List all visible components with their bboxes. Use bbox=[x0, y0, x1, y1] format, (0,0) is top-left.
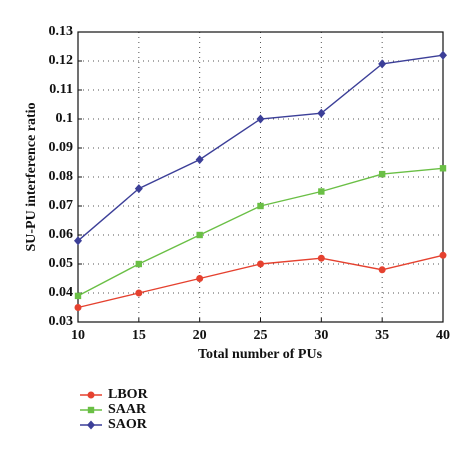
data-point bbox=[74, 304, 82, 311]
y-tick-label: 0.08 bbox=[49, 169, 74, 184]
legend-label: SAAR bbox=[108, 402, 147, 417]
data-point bbox=[257, 260, 264, 268]
data-point bbox=[318, 188, 325, 195]
y-tick-label: 0.06 bbox=[49, 227, 74, 242]
plot-frame bbox=[77, 31, 444, 323]
data-point bbox=[195, 155, 204, 165]
legend-label: SAOR bbox=[108, 417, 148, 432]
y-tick-label: 0.13 bbox=[49, 24, 74, 39]
x-axis-label: Total number of PUs bbox=[198, 347, 323, 362]
legend-marker bbox=[87, 420, 95, 430]
data-point bbox=[439, 165, 447, 172]
y-axis-label: SU-PU interference ratio bbox=[24, 102, 39, 251]
legend-marker bbox=[87, 391, 95, 399]
legend-marker bbox=[87, 406, 95, 414]
y-tick-label: 0.05 bbox=[49, 256, 74, 271]
data-point bbox=[317, 108, 326, 118]
y-tick-label: 0.11 bbox=[49, 82, 73, 97]
y-tick-label: 0.1 bbox=[56, 111, 74, 126]
y-tick-label: 0.09 bbox=[49, 140, 74, 155]
x-tick-label: 15 bbox=[132, 328, 146, 343]
data-point bbox=[378, 266, 386, 274]
data-point bbox=[74, 292, 82, 300]
data-point bbox=[317, 254, 325, 262]
x-tick-label: 35 bbox=[375, 328, 389, 343]
data-point bbox=[134, 184, 143, 194]
x-tick-label: 20 bbox=[193, 328, 207, 343]
x-tick-label: 25 bbox=[254, 328, 268, 343]
x-tick-label: 40 bbox=[436, 328, 450, 343]
data-point bbox=[257, 202, 264, 210]
y-tick-label: 0.12 bbox=[49, 53, 74, 68]
data-point bbox=[378, 170, 386, 178]
y-tick-label: 0.04 bbox=[49, 285, 74, 300]
y-tick-label: 0.07 bbox=[49, 198, 74, 213]
data-point bbox=[439, 251, 447, 259]
data-point bbox=[378, 59, 387, 69]
data-point bbox=[135, 260, 143, 268]
y-tick-label: 0.03 bbox=[49, 314, 74, 329]
data-point bbox=[135, 289, 143, 297]
data-point bbox=[439, 50, 447, 60]
data-point bbox=[74, 236, 82, 246]
data-point bbox=[196, 275, 204, 282]
legend-label: LBOR bbox=[108, 387, 149, 402]
x-tick-label: 30 bbox=[314, 328, 328, 343]
data-point bbox=[196, 231, 203, 239]
data-point bbox=[256, 114, 265, 124]
x-tick-label: 10 bbox=[71, 328, 85, 343]
